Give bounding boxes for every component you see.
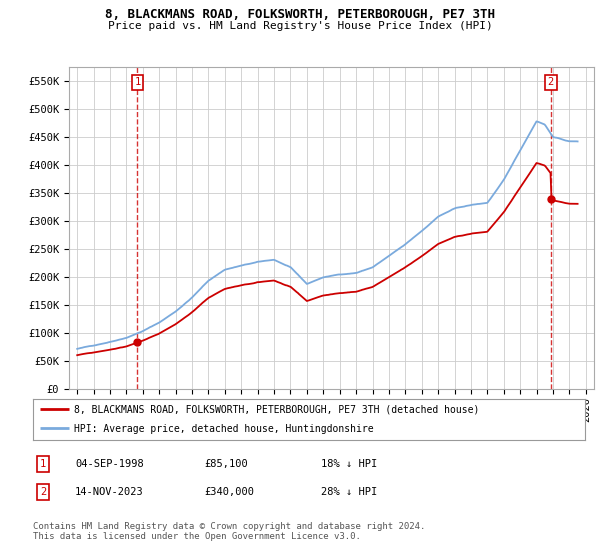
Text: 28% ↓ HPI: 28% ↓ HPI <box>321 487 377 497</box>
Text: 04-SEP-1998: 04-SEP-1998 <box>75 459 144 469</box>
Text: 2: 2 <box>40 487 46 497</box>
Text: Contains HM Land Registry data © Crown copyright and database right 2024.
This d: Contains HM Land Registry data © Crown c… <box>33 522 425 542</box>
Text: £85,100: £85,100 <box>204 459 248 469</box>
Text: 1: 1 <box>134 77 140 87</box>
Text: 18% ↓ HPI: 18% ↓ HPI <box>321 459 377 469</box>
Text: £340,000: £340,000 <box>204 487 254 497</box>
Text: 2: 2 <box>548 77 554 87</box>
Text: HPI: Average price, detached house, Huntingdonshire: HPI: Average price, detached house, Hunt… <box>74 424 374 433</box>
Text: 8, BLACKMANS ROAD, FOLKSWORTH, PETERBOROUGH, PE7 3TH (detached house): 8, BLACKMANS ROAD, FOLKSWORTH, PETERBORO… <box>74 405 480 415</box>
Text: Price paid vs. HM Land Registry's House Price Index (HPI): Price paid vs. HM Land Registry's House … <box>107 21 493 31</box>
Text: 1: 1 <box>40 459 46 469</box>
Text: 14-NOV-2023: 14-NOV-2023 <box>75 487 144 497</box>
Text: 8, BLACKMANS ROAD, FOLKSWORTH, PETERBOROUGH, PE7 3TH: 8, BLACKMANS ROAD, FOLKSWORTH, PETERBORO… <box>105 8 495 21</box>
